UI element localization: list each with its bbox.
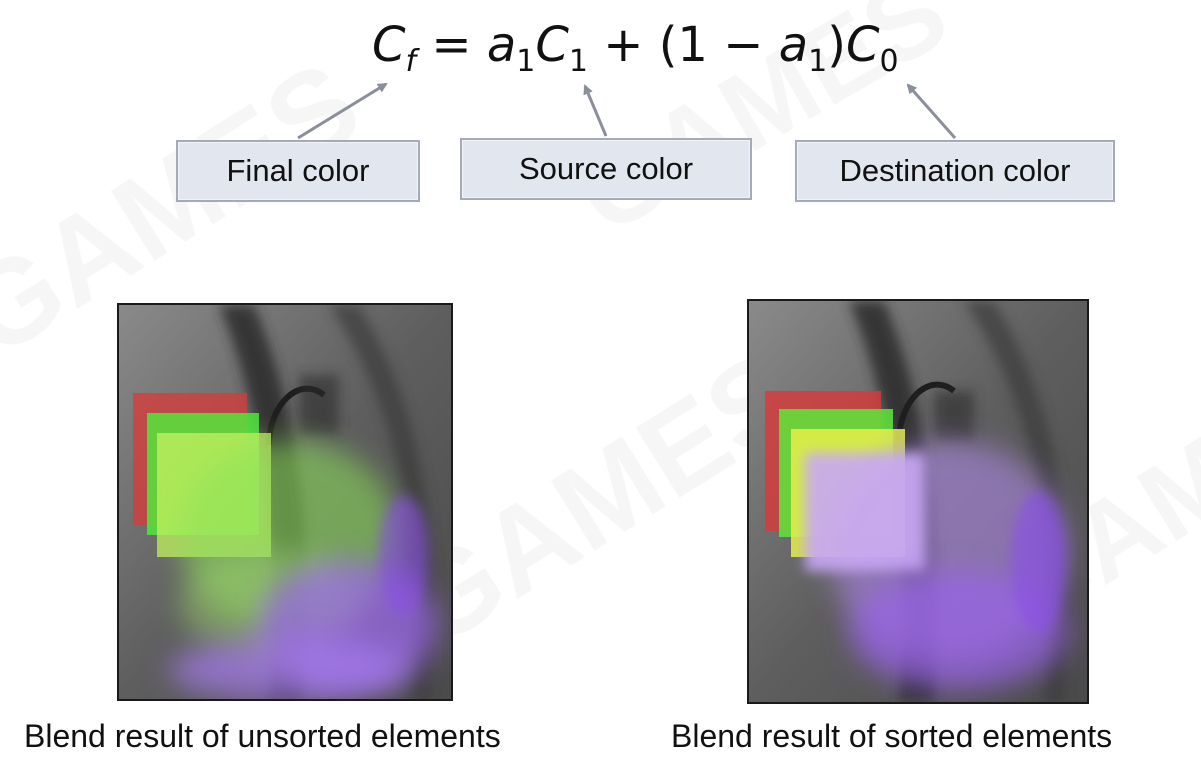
final-color-label: Final color <box>176 140 420 202</box>
alpha-symbol: a <box>486 17 517 73</box>
alpha-subscript: 1 <box>516 44 536 79</box>
paren-close: ) <box>827 17 846 73</box>
equals-sign: = <box>431 17 472 73</box>
destination-color-label: Destination color <box>795 140 1115 202</box>
arrow-final <box>297 82 388 140</box>
blend-formula: Cf = a1C1 + (1 − a1)C0 <box>372 14 899 79</box>
paren-open: (1 − <box>658 17 764 73</box>
unsorted-blend-image <box>117 303 453 701</box>
sorted-caption: Blend result of sorted elements <box>671 718 1113 754</box>
destination-color-subscript: 0 <box>879 44 899 79</box>
source-color-symbol: C <box>535 17 569 73</box>
destination-color-symbol: C <box>845 17 880 73</box>
source-color-subscript: 1 <box>568 44 588 79</box>
arrow-source <box>583 84 608 137</box>
alpha-subscript-2: 1 <box>808 44 828 79</box>
alpha-symbol-2: a <box>778 17 809 73</box>
arrow-destination <box>906 83 957 139</box>
sorted-blend-image <box>747 299 1089 704</box>
plus-sign: + <box>603 17 644 73</box>
final-color-subscript: f <box>405 44 417 79</box>
source-color-label: Source color <box>460 138 752 200</box>
unsorted-caption: Blend result of unsorted elements <box>24 718 501 754</box>
final-color-symbol: C <box>372 17 406 73</box>
